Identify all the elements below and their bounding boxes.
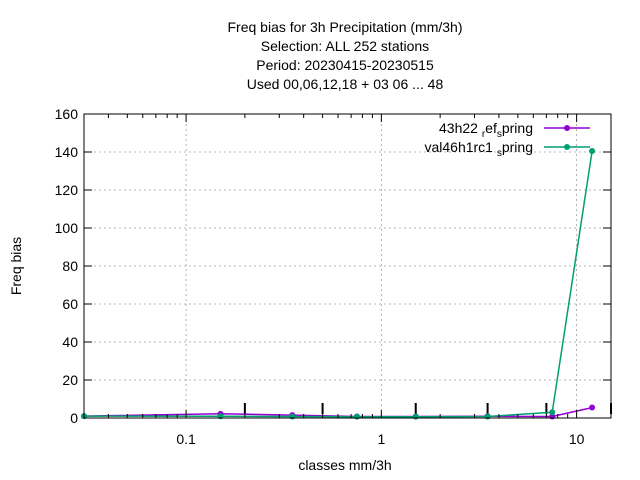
y-tick-label: 140: [55, 144, 79, 160]
legend-entry-label: 43h22 refspring: [439, 120, 533, 140]
legend-text-part: r: [482, 129, 486, 140]
y-tick-label: 0: [70, 410, 78, 426]
data-point: [412, 413, 419, 420]
y-tick-label: 120: [55, 182, 79, 198]
x-tick-label: 0.1: [176, 431, 196, 447]
title-line-3: Period: 20230415-20230515: [256, 57, 434, 73]
data-point: [484, 413, 491, 420]
legend-text-part: ef: [485, 120, 497, 136]
data-point: [589, 404, 596, 411]
plot-frame: [83, 113, 612, 419]
title-line-1: Freq bias for 3h Precipitation (mm/3h): [228, 19, 463, 35]
series: [81, 148, 596, 420]
title-line-2: Selection: ALL 252 stations: [261, 38, 429, 54]
legend-text-part: pring: [502, 139, 533, 155]
legend-text-part: val46h1rc1: [424, 139, 496, 155]
legend-swatch-marker: [564, 144, 570, 150]
y-tick-label: 40: [62, 334, 78, 350]
legend-text-part: pring: [502, 120, 533, 136]
y-axis-label: Freq bias: [8, 237, 24, 295]
y-tick-label: 160: [55, 106, 79, 122]
data-point: [289, 413, 296, 420]
legend-text-part: 43h22: [439, 120, 482, 136]
data-point: [549, 409, 556, 416]
class-marks: [243, 403, 612, 414]
x-tick-label: 1: [377, 431, 385, 447]
legend-text-part: s: [497, 148, 502, 159]
data-point: [353, 413, 360, 420]
title-line-4: Used 00,06,12,18 + 03 06 ... 48: [247, 76, 444, 92]
legend-swatch-marker: [564, 125, 570, 131]
data-point: [589, 148, 596, 155]
x-tick-label: 10: [569, 431, 585, 447]
y-tick-label: 100: [55, 220, 79, 236]
series-line-1: [83, 150, 593, 418]
y-tick-label: 80: [62, 258, 78, 274]
y-tick-label: 60: [62, 296, 78, 312]
x-axis-label: classes mm/3h: [298, 457, 391, 473]
y-tick-label: 20: [62, 372, 78, 388]
legend-text-part: s: [497, 129, 502, 140]
legend-entry-label: val46h1rc1 spring: [424, 139, 533, 159]
grid: [84, 114, 611, 418]
axis-ticks: 0 20 40 60 80 100 120 140 160 0.1 1 10: [55, 106, 611, 447]
chart-title: Freq bias for 3h Precipitation (mm/3h) S…: [228, 19, 463, 92]
